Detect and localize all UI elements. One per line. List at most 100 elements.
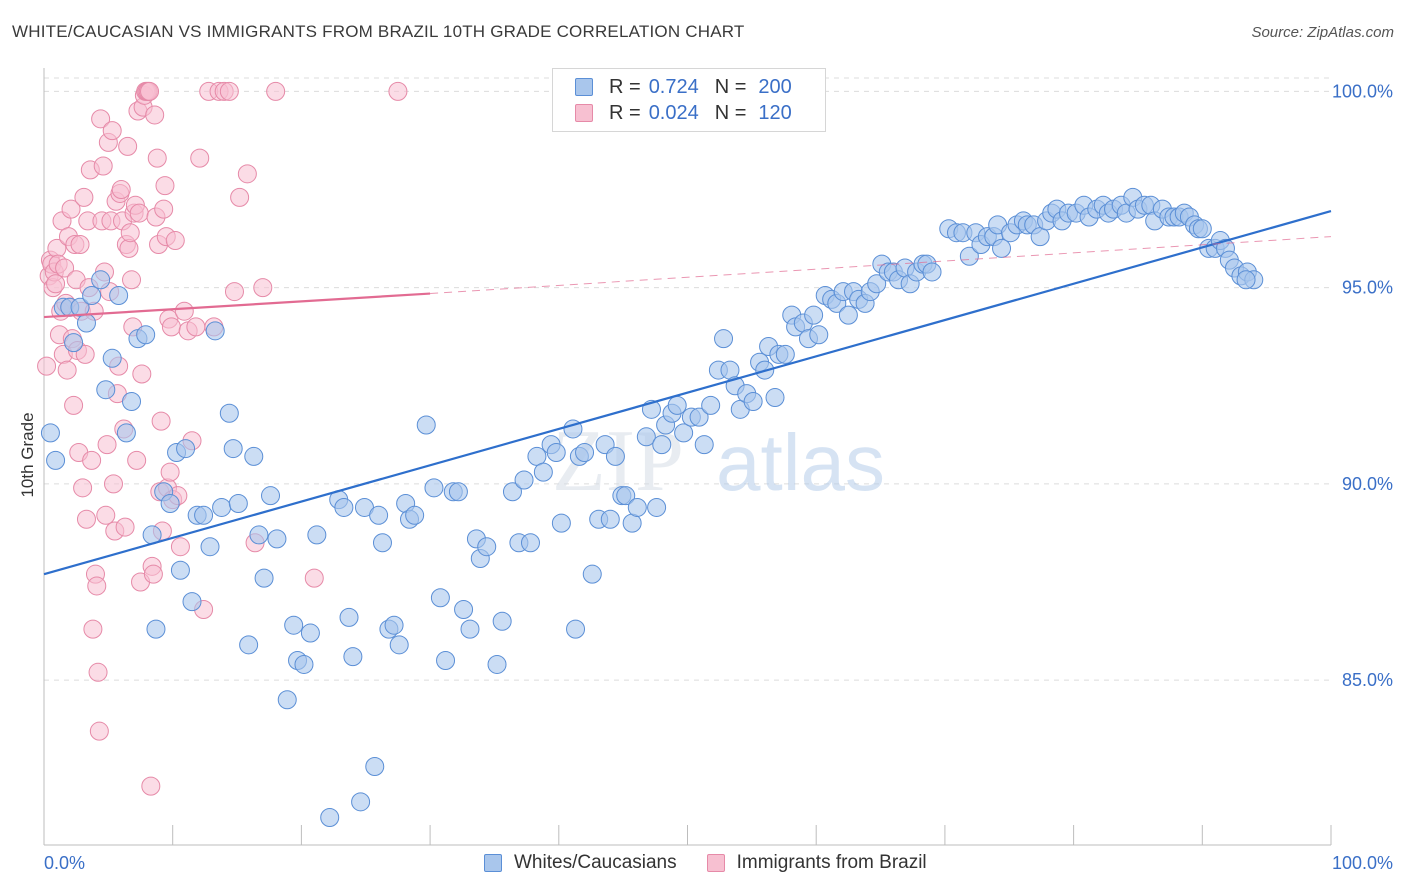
data-point-brazil	[73, 478, 93, 498]
y-tick-label: 95.0%	[1342, 278, 1393, 298]
data-point-brazil	[82, 450, 102, 470]
data-point-brazil	[61, 199, 81, 219]
data-point-brazil	[111, 180, 131, 200]
data-point-whites	[582, 564, 602, 584]
data-point-whites	[701, 395, 721, 415]
chart-source: Source: ZipAtlas.com	[1251, 24, 1394, 41]
legend-r-label: R =	[609, 101, 641, 124]
trend-line-brazil-extension	[430, 236, 1332, 295]
data-point-brazil	[155, 176, 175, 196]
data-point-whites	[502, 482, 522, 502]
data-point-whites	[343, 647, 363, 667]
data-point-whites	[492, 611, 512, 631]
grid-lines	[44, 77, 1331, 681]
data-point-brazil	[266, 81, 286, 101]
data-point-brazil	[170, 537, 190, 557]
data-point-brazil	[102, 121, 122, 141]
data-point-whites	[743, 391, 763, 411]
data-point-whites	[636, 427, 656, 447]
data-point-whites	[436, 651, 456, 671]
axis-labels: 85.0% 90.0% 95.0% 100.0% 0.0% 100.0% 10th Grad…	[18, 81, 1393, 873]
data-point-brazil	[83, 619, 103, 639]
data-point-whites	[249, 525, 269, 545]
data-point-brazil	[55, 258, 75, 278]
legend-n-value: 200	[758, 75, 792, 98]
data-point-whites	[514, 470, 534, 490]
data-point-whites	[600, 509, 620, 529]
data-point-whites	[667, 395, 687, 415]
data-point-whites	[109, 286, 129, 305]
data-point-whites	[254, 568, 274, 588]
data-point-brazil	[103, 474, 123, 494]
data-point-whites	[194, 505, 214, 525]
data-point-whites	[959, 246, 979, 266]
data-point-brazil	[88, 662, 108, 682]
data-point-whites	[460, 619, 480, 639]
data-point-whites	[96, 380, 116, 400]
legend-n-label: N =	[714, 75, 747, 98]
data-point-brazil	[127, 450, 147, 470]
data-point-whites	[922, 262, 942, 282]
data-point-whites	[146, 619, 166, 639]
data-point-brazil	[118, 136, 138, 156]
legend-n-label: N =	[714, 101, 747, 124]
data-point-brazil	[147, 148, 167, 168]
data-point-whites	[487, 654, 507, 674]
data-point-brazil	[151, 411, 171, 431]
data-point-whites	[448, 482, 468, 502]
data-point-brazil	[304, 568, 324, 588]
data-point-whites	[102, 348, 122, 368]
data-point-whites	[351, 792, 371, 812]
data-point-whites	[652, 435, 672, 455]
trend-lines	[43, 210, 1332, 576]
data-point-whites	[284, 615, 304, 635]
watermark: ZIP atlas	[552, 413, 885, 510]
data-point-brazil	[76, 509, 96, 529]
legend-swatch-blue	[575, 78, 593, 96]
data-point-whites	[551, 513, 571, 533]
data-point-brazil	[75, 344, 95, 364]
data-point-whites	[804, 305, 824, 325]
data-point-whites	[992, 238, 1012, 258]
data-point-whites	[219, 403, 239, 423]
data-point-whites	[91, 270, 111, 290]
data-point-whites	[228, 494, 248, 514]
data-point-brazil	[132, 364, 152, 384]
data-point-whites	[689, 407, 709, 427]
data-point-whites	[136, 325, 156, 345]
data-point-brazil	[57, 360, 77, 380]
y-tick-label: 90.0%	[1342, 474, 1393, 494]
data-point-whites	[520, 533, 540, 553]
data-point-brazil	[64, 395, 84, 415]
data-point-brazil	[122, 270, 142, 290]
data-point-whites	[334, 497, 354, 517]
data-point-whites	[838, 305, 858, 325]
series-whites-caucasians	[40, 187, 1264, 828]
data-point-whites	[867, 274, 887, 294]
legend-r-label: R =	[609, 75, 641, 98]
y-tick-label: 100.0%	[1332, 81, 1393, 101]
data-point-brazil	[70, 234, 90, 254]
legend-r-value: 0.724	[648, 75, 699, 98]
data-point-brazil	[190, 148, 210, 168]
data-point-whites	[307, 525, 327, 545]
data-point-whites	[261, 486, 281, 506]
data-point-whites	[424, 478, 444, 498]
data-point-whites	[170, 560, 190, 580]
data-point-brazil	[186, 317, 206, 337]
data-point-whites	[176, 439, 196, 459]
data-point-whites	[320, 808, 340, 828]
series-immigrants-from-brazil	[37, 81, 408, 796]
data-point-brazil	[154, 199, 174, 219]
legend-item-whites: Whites/Caucasians	[484, 852, 677, 874]
data-point-whites	[627, 497, 647, 517]
data-point-whites	[239, 635, 259, 655]
axes	[43, 68, 1332, 846]
data-point-brazil	[224, 282, 244, 302]
x-tick-label: 0.0%	[44, 853, 85, 873]
legend-n-value: 120	[758, 101, 792, 124]
series-legend: Whites/Caucasians Immigrants from Brazil	[484, 852, 957, 874]
y-tick-label: 85.0%	[1342, 670, 1393, 690]
data-point-whites	[369, 505, 389, 525]
